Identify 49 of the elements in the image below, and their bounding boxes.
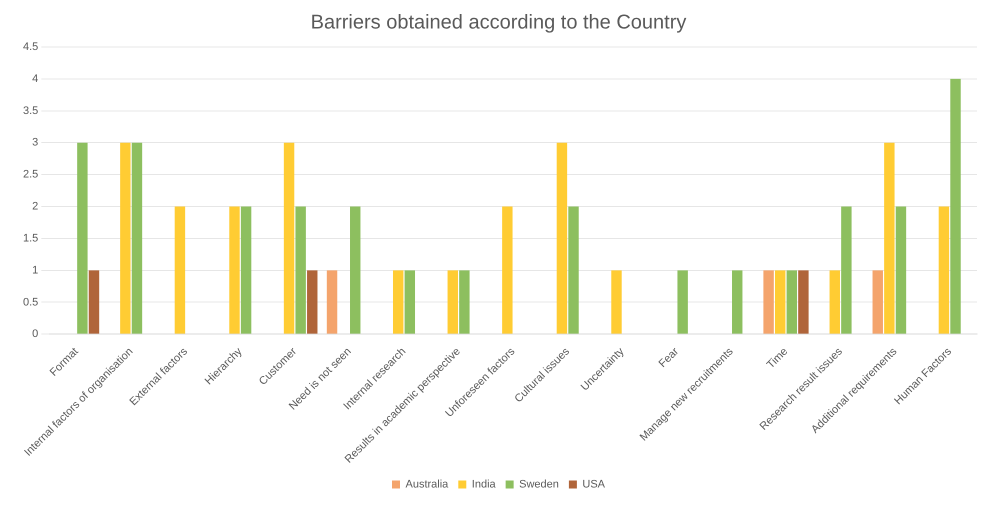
bar [132,142,142,334]
y-tick-label: 2 [32,200,38,213]
y-tick-label: 1 [32,264,38,276]
y-tick-label: 0 [32,328,38,340]
bar [88,270,100,334]
bar [404,270,416,334]
bar [841,206,852,334]
bar [174,206,186,334]
y-tick-label: 4 [32,72,38,85]
bar [392,270,404,334]
bar [763,270,774,334]
legend-label: Sweden [519,478,559,491]
bar [326,270,338,334]
bar [284,142,294,334]
y-tick-label: 3.5 [22,104,38,117]
y-tick-label: 0.5 [22,296,38,308]
bar [448,270,458,334]
bar [556,142,568,334]
chart-title: Barriers obtained according to the Country [310,12,686,34]
bar [950,78,961,334]
bar [884,142,895,334]
bar [774,270,786,334]
bar [611,270,622,334]
bar [229,206,240,334]
y-tick-label: 4.5 [22,41,38,54]
y-tick-label: 3 [32,136,38,149]
bar [732,270,742,334]
legend-label: USA [582,478,606,491]
bar [295,206,306,334]
bar [830,270,840,334]
bar [350,206,360,334]
bar [938,206,950,334]
y-tick-label: 2.5 [22,168,38,181]
bar [798,270,809,334]
y-tick-label: 1.5 [22,232,38,244]
bar [677,270,688,334]
bar [786,270,798,334]
bar [77,142,88,334]
bar [568,206,579,334]
bar [502,206,513,334]
legend-label: India [472,478,497,491]
bar [896,206,906,334]
x-tick-label: Time [764,346,790,372]
legend-label: Australia [405,478,450,491]
bar [872,270,883,334]
bar [307,270,318,334]
bar [240,206,252,334]
bar [120,142,131,334]
bar [459,270,470,334]
